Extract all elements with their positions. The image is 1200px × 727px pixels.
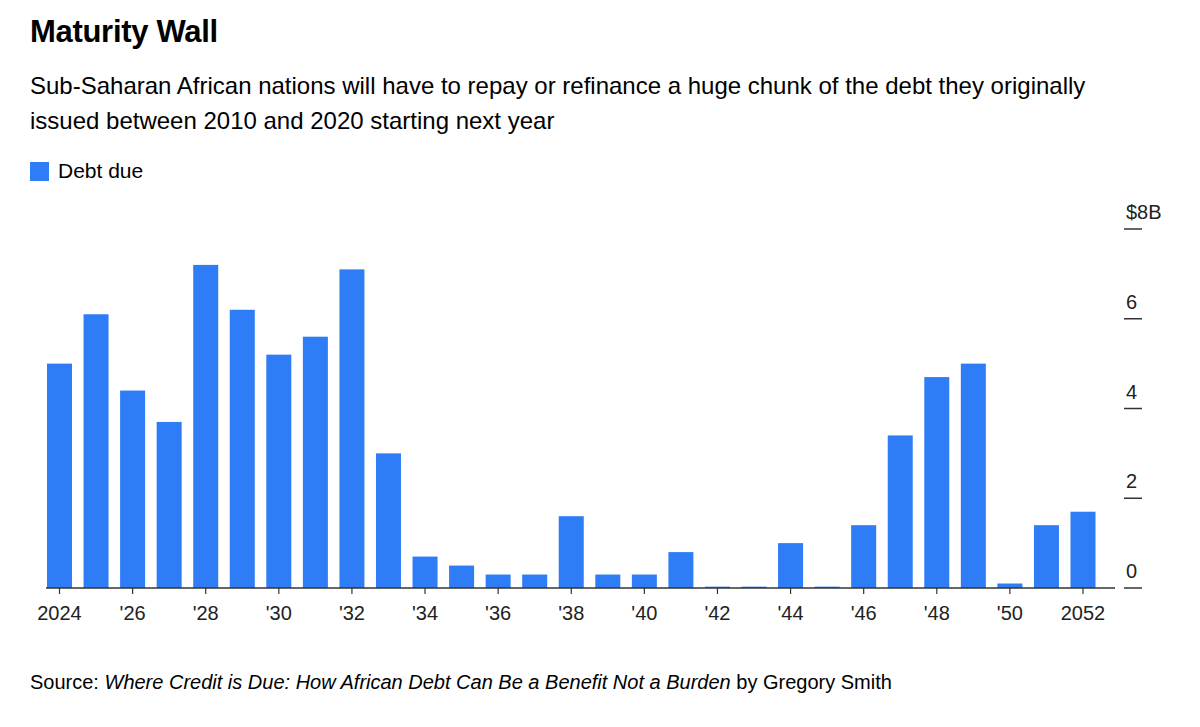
x-tick [790,588,791,594]
y-tick [1124,587,1142,589]
bar [1071,512,1096,588]
y-tick-label: 6 [1126,291,1137,313]
x-tick-label: '42 [704,602,730,624]
bar [193,265,218,588]
x-tick [424,588,425,594]
y-tick [1124,408,1142,410]
bar [84,314,109,588]
bar [961,364,986,588]
source-text: Where Credit is Due: How African Debt Ca… [105,671,731,693]
bar [266,355,291,588]
bar [449,566,474,588]
legend: Debt due [30,159,143,183]
x-tick [351,588,352,594]
legend-swatch [30,162,49,181]
x-tick-label: '26 [120,602,146,624]
x-tick-label: '34 [412,602,438,624]
y-tick-label: 4 [1126,381,1137,403]
bar [303,337,328,588]
bar [595,575,620,588]
bar [120,391,145,588]
x-tick-label: 2052 [1061,602,1106,624]
bar [668,552,693,588]
y-tick [1124,228,1142,230]
x-tick-label: '32 [339,602,365,624]
source: Source: Where Credit is Due: How African… [30,671,892,694]
x-tick-label: '40 [631,602,657,624]
bar [778,543,803,588]
x-tick [278,588,279,594]
x-tick [717,588,718,594]
x-tick [1009,588,1010,594]
bar [632,575,657,588]
bar [851,525,876,588]
x-tick-label: 2024 [37,602,82,624]
x-axis-line [46,587,1115,589]
bar [339,269,364,588]
x-tick-label: '44 [778,602,804,624]
bar [157,422,182,588]
x-tick-label: '38 [558,602,584,624]
bar [47,364,72,588]
y-tick-label: $8B [1126,201,1162,223]
x-tick [571,588,572,594]
x-tick-label: '36 [485,602,511,624]
y-tick-label: 2 [1126,470,1137,492]
chart: 2024 '26 '28 '30 '32 '34 '36 '38 '40 '42 '44 '46 '48… [0,0,1200,727]
bars [47,265,1096,588]
bar [888,435,913,588]
bar [486,575,511,588]
bar [413,557,438,588]
bar [522,575,547,588]
y-tick [1124,498,1142,500]
x-tick [1082,588,1083,594]
x-tick [132,588,133,594]
x-tick [498,588,499,594]
x-tick-label: '48 [924,602,950,624]
y-tick [1124,318,1142,320]
bar [559,516,584,588]
bar [1034,525,1059,588]
x-tick [205,588,206,594]
legend-label: Debt due [58,159,143,183]
x-tick-label: '28 [193,602,219,624]
source-text: by Gregory Smith [736,671,892,693]
subtitle: Sub-Saharan African nations will have to… [30,68,1150,138]
x-tick-label: '30 [266,602,292,624]
title: Maturity Wall [30,14,218,50]
x-tick [644,588,645,594]
x-tick [863,588,864,594]
source-text: Source: [30,671,99,693]
bar [924,377,949,588]
y-tick-label: 0 [1126,560,1137,582]
x-tick [59,588,60,594]
x-tick-label: '50 [997,602,1023,624]
x-tick [936,588,937,594]
bar [376,453,401,588]
x-tick-label: '46 [851,602,877,624]
bar [230,310,255,588]
